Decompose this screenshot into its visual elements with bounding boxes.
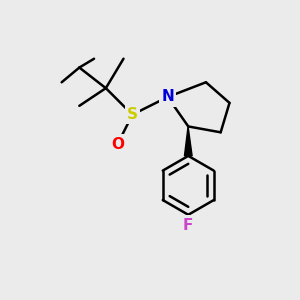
Polygon shape (184, 126, 192, 156)
Text: N: N (161, 89, 174, 104)
Text: F: F (183, 218, 194, 232)
Text: O: O (111, 136, 124, 152)
Text: S: S (127, 107, 138, 122)
